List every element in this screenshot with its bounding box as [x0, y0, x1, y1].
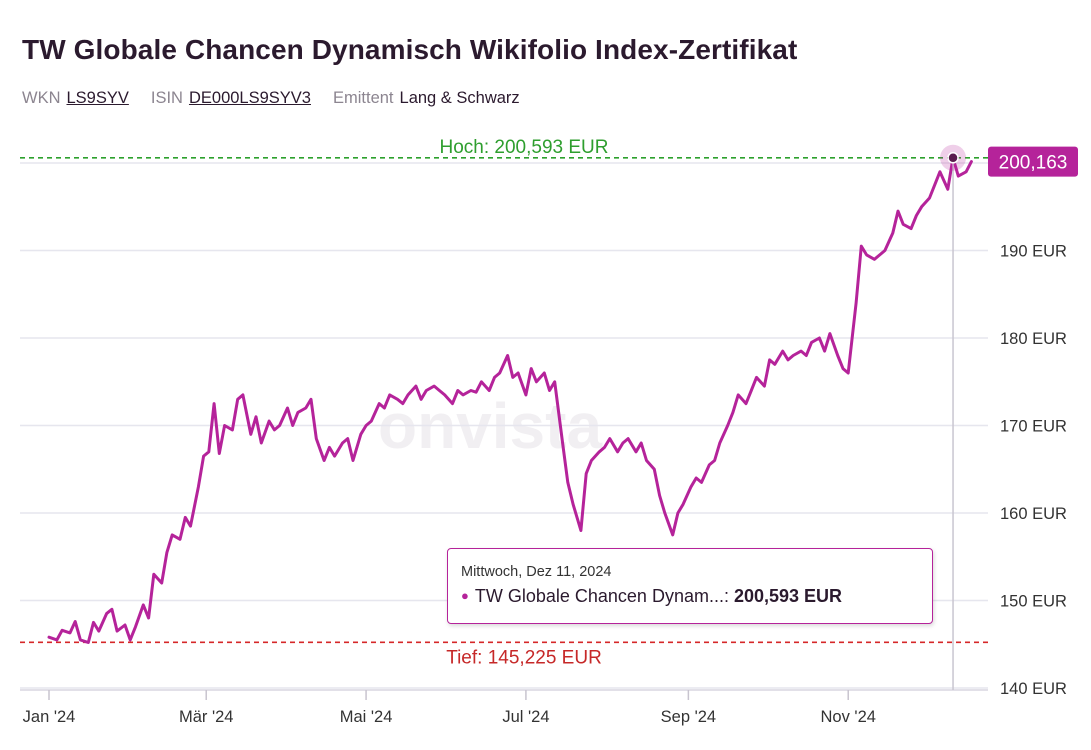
y-tick-label: 150 EUR: [1000, 593, 1067, 611]
x-tick-label: Nov '24: [821, 708, 876, 726]
x-tick-label: Mai '24: [340, 708, 393, 726]
y-tick-label: 190 EUR: [1000, 243, 1067, 261]
hover-point[interactable]: [947, 152, 959, 164]
x-tick-label: Sep '24: [661, 708, 716, 726]
tooltip-value: 200,593 EUR: [733, 586, 843, 606]
tooltip-row: ● TW Globale Chancen Dynam...: 200,593 EU…: [461, 586, 842, 607]
tooltip-series-name: TW Globale Chancen Dynam...:: [474, 586, 729, 606]
x-tick-label: Mär '24: [179, 708, 234, 726]
low-label: Tief: 145,225 EUR: [446, 647, 602, 668]
x-tick-label: Jan '24: [23, 708, 76, 726]
y-tick-label: 160 EUR: [1000, 505, 1067, 523]
isin-label: ISIN: [150, 89, 183, 107]
y-tick-label: 180 EUR: [1000, 330, 1067, 348]
y-tick-label: 170 EUR: [1000, 418, 1067, 436]
isin-link[interactable]: DE000LS9SYV3: [188, 89, 311, 107]
chart-tooltip: Mittwoch, Dez 11, 2024 ● TW Globale Chanc…: [447, 548, 933, 624]
issuer-label: Emittent: [332, 89, 394, 107]
price-series-line: [47, 156, 973, 644]
series-dot-icon: ●: [461, 588, 469, 603]
x-tick-label: Jul '24: [502, 708, 549, 726]
issuer-value: Lang & Schwarz: [399, 89, 520, 107]
y-tick-label: 140 EUR: [1000, 680, 1067, 698]
high-label: Hoch: 200,593 EUR: [440, 137, 609, 158]
last-value-label: 200,163: [999, 153, 1068, 174]
page-title: TW Globale Chancen Dynamisch Wikifolio I…: [22, 34, 798, 65]
wkn-label: WKN: [22, 89, 61, 107]
instrument-meta: WKN LS9SYV ISIN DE000LS9SYV3 Emittent La…: [22, 89, 542, 108]
last-value-badge: [988, 146, 1078, 177]
tooltip-date: Mittwoch, Dez 11, 2024: [461, 564, 612, 580]
wkn-link[interactable]: LS9SYV: [66, 89, 129, 107]
